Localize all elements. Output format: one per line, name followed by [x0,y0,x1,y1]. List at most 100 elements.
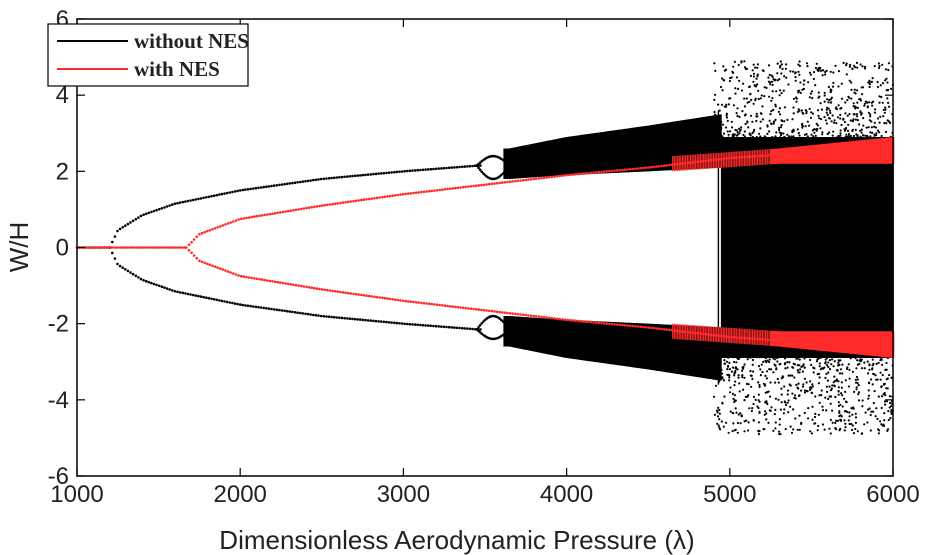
data-point-without-nes [429,167,433,171]
data-point-without-nes [718,408,721,412]
data-point-without-nes [322,177,326,181]
data-point-without-nes [824,361,827,364]
data-point-without-nes [812,71,816,74]
y-axis-title: W/H [4,222,34,273]
data-point-without-nes [717,424,720,427]
data-point-without-nes [727,356,730,359]
data-point-without-nes [843,429,846,432]
data-point-without-nes [729,410,732,413]
data-point-without-nes [845,133,848,136]
data-point-with-nes [589,171,593,175]
data-point-without-nes [868,368,871,371]
data-point-with-nes [245,275,248,279]
data-point-without-nes [210,194,213,198]
data-point-without-nes [814,412,817,415]
data-point-without-nes [197,294,200,298]
data-point-without-nes [792,112,795,115]
data-point-without-nes [814,66,818,70]
data-point-with-nes [289,209,293,212]
data-point-without-nes [720,120,723,123]
data-point-without-nes [774,397,778,400]
data-point-without-nes [885,122,888,125]
data-point-with-nes [187,248,191,252]
data-point-without-nes [839,129,842,132]
data-point-without-nes [797,108,800,111]
data-point-with-nes [375,295,379,299]
data-point-without-nes [861,399,864,402]
data-point-without-nes [238,189,242,192]
data-point-without-nes [796,428,799,431]
data-point-without-nes [718,366,721,369]
data-point-without-nes [823,94,826,97]
data-point-without-nes [369,173,373,176]
data-point-with-nes [561,174,564,177]
data-point-without-nes [755,115,758,118]
data-point-without-nes [860,112,863,115]
data-point-with-nes [430,189,434,193]
data-point-without-nes [837,386,841,389]
data-point-with-nes [563,318,567,322]
data-point-without-nes [818,138,821,141]
data-point-without-nes [817,109,820,112]
data-point-without-nes [805,381,808,384]
data-point-without-nes [252,305,255,308]
data-point-with-nes [487,309,491,313]
data-point-without-nes [838,359,841,362]
data-point-without-nes [296,181,299,184]
data-point-without-nes [790,431,794,434]
data-point-without-nes [773,355,776,358]
data-point-without-nes [757,393,760,396]
data-point-without-nes [732,356,735,359]
data-point-without-nes [731,392,735,395]
data-point-with-nes [595,321,598,324]
data-point-without-nes [817,372,821,375]
data-point-with-nes [665,164,669,167]
data-point-without-nes [225,191,229,195]
data-point-without-nes [873,133,876,136]
data-point-with-nes [652,326,655,330]
data-point-without-nes [736,421,740,425]
data-point-with-nes [336,290,340,293]
data-point-with-nes [422,301,426,305]
data-point-without-nes [845,355,848,358]
data-point-without-nes [340,316,344,320]
data-point-without-nes [851,424,854,427]
data-point-without-nes [319,314,323,318]
data-point-without-nes [463,327,467,330]
data-point-without-nes [859,63,862,66]
data-point-without-nes [833,137,836,140]
data-point-without-nes [820,393,823,397]
data-point-without-nes [843,128,846,131]
data-point-without-nes [778,107,782,110]
data-point-without-nes [299,311,302,315]
data-point-without-nes [858,123,861,126]
data-point-without-nes [826,356,829,359]
data-point-without-nes [761,370,764,374]
data-point-without-nes [218,193,221,196]
data-point-without-nes [769,139,772,142]
data-point-without-nes [784,427,787,431]
data-point-with-nes [318,287,321,291]
data-point-with-nes [339,201,342,205]
data-point-without-nes [888,120,891,123]
data-point-without-nes [815,360,819,363]
data-point-without-nes [421,323,425,327]
data-point-with-nes [399,299,402,302]
data-point-without-nes [743,420,746,423]
legend-label-with: with NES [134,57,220,81]
data-point-without-nes [797,371,800,374]
data-point-without-nes [880,406,883,410]
data-point-without-nes [733,360,736,364]
data-point-with-nes [511,180,514,183]
data-point-with-nes [346,200,350,204]
data-point-without-nes [778,430,781,433]
data-point-with-nes [615,323,619,326]
data-point-with-nes [660,164,663,168]
data-point-without-nes [751,358,755,362]
data-point-without-nes [804,137,807,140]
data-point-with-nes [203,230,206,234]
data-point-without-nes [752,139,755,142]
data-point-without-nes [312,178,315,182]
legend-label-without: without NES [134,29,249,53]
data-point-without-nes [841,372,844,375]
